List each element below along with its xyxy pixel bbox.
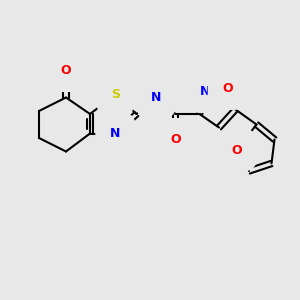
Text: O: O bbox=[61, 64, 71, 77]
Text: S: S bbox=[111, 88, 120, 101]
Text: O: O bbox=[223, 82, 233, 95]
Text: O: O bbox=[232, 143, 242, 157]
Text: O: O bbox=[170, 133, 181, 146]
Text: N: N bbox=[151, 91, 161, 104]
Text: N: N bbox=[200, 85, 211, 98]
Text: H: H bbox=[152, 83, 160, 94]
Text: H: H bbox=[152, 92, 160, 103]
Text: N: N bbox=[110, 127, 121, 140]
